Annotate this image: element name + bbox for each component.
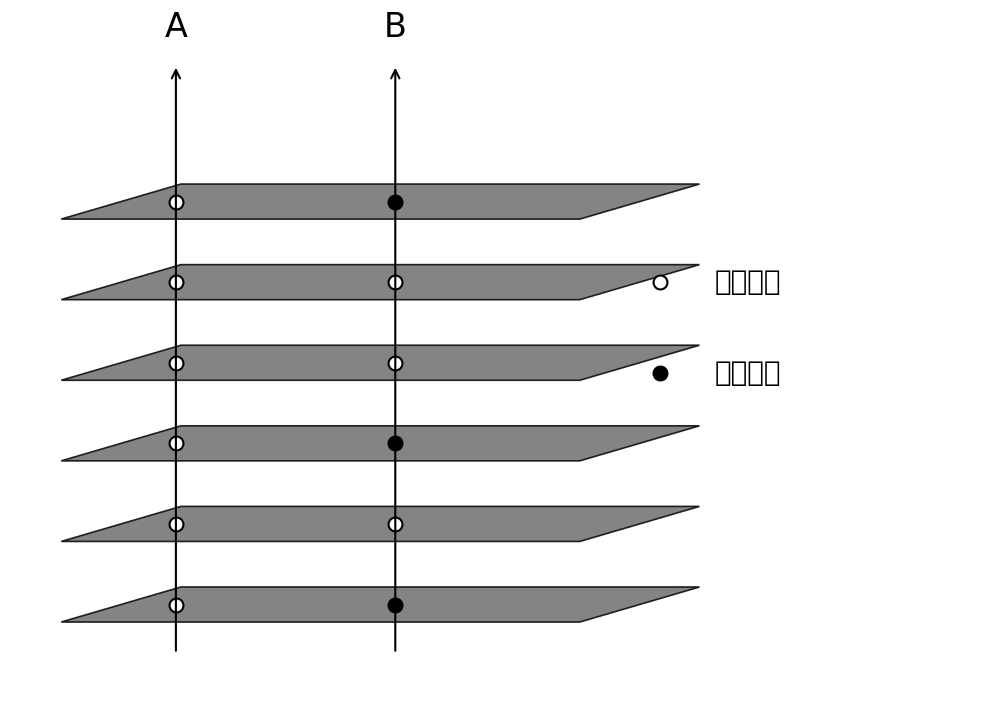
Point [652,367,668,379]
Polygon shape [61,345,699,380]
Point [168,599,184,610]
Polygon shape [61,265,699,300]
Polygon shape [61,426,699,461]
Point [168,196,184,207]
Polygon shape [61,506,699,541]
Point [168,277,184,288]
Text: A: A [164,11,187,44]
Point [387,599,403,610]
Point [387,518,403,529]
Point [168,518,184,529]
Point [387,196,403,207]
Point [387,277,403,288]
Polygon shape [61,184,699,219]
Point [168,438,184,449]
Polygon shape [61,587,699,622]
Point [652,277,668,288]
Text: 低相干値: 低相干値 [714,359,781,387]
Text: 高相干値: 高相干値 [714,268,781,296]
Point [387,357,403,368]
Point [387,438,403,449]
Text: B: B [384,11,407,44]
Point [168,357,184,368]
